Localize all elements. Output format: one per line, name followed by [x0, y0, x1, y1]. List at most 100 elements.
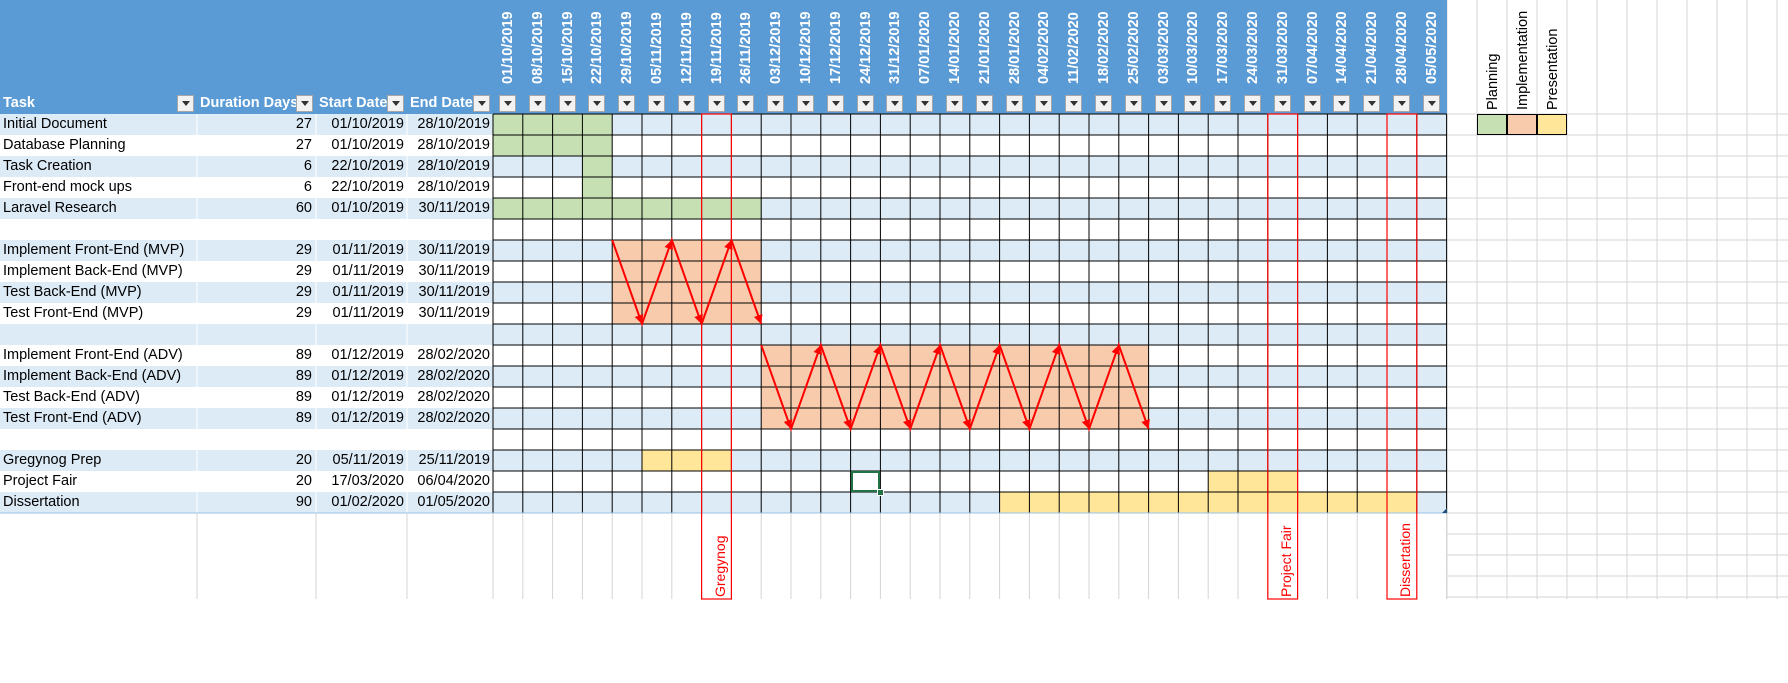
- gantt-bar-cell[interactable]: [910, 345, 940, 366]
- week-filter-button[interactable]: [856, 95, 874, 112]
- table-resize-handle[interactable]: [1441, 508, 1447, 513]
- start-date-cell[interactable]: 22/10/2019: [331, 179, 404, 195]
- gantt-bar-cell[interactable]: [612, 303, 642, 324]
- duration-days-cell[interactable]: 29: [295, 263, 312, 279]
- gantt-bar-cell[interactable]: [999, 345, 1030, 366]
- week-filter-button[interactable]: [1273, 95, 1291, 112]
- duration-days-cell[interactable]: 89: [295, 410, 312, 426]
- end-date-cell[interactable]: 30/11/2019: [418, 263, 491, 279]
- gantt-bar-cell[interactable]: [880, 408, 911, 429]
- duration-days-cell[interactable]: 20: [295, 452, 312, 468]
- gantt-bar-cell[interactable]: [820, 408, 851, 429]
- gantt-bar-cell[interactable]: [1059, 387, 1089, 408]
- gantt-bar-cell[interactable]: [791, 366, 821, 387]
- task-name[interactable]: Laravel Research: [3, 200, 117, 216]
- gantt-bar-cell[interactable]: [940, 366, 970, 387]
- gantt-bar-cell[interactable]: [1059, 345, 1089, 366]
- task-name[interactable]: Database Planning: [3, 137, 126, 153]
- gantt-bar-cell[interactable]: [1029, 408, 1060, 429]
- gantt-bar-cell[interactable]: [761, 387, 791, 408]
- start-date-cell[interactable]: 01/11/2019: [332, 263, 405, 279]
- gantt-bar-cell[interactable]: [1059, 492, 1089, 513]
- gantt-bar-cell[interactable]: [850, 345, 881, 366]
- duration-days-cell[interactable]: 6: [303, 158, 312, 174]
- gantt-bar-cell[interactable]: [671, 261, 702, 282]
- end-date-cell[interactable]: 28/02/2020: [417, 389, 490, 405]
- gantt-bar-cell[interactable]: [1118, 366, 1149, 387]
- gantt-bar-cell[interactable]: [1118, 387, 1149, 408]
- gantt-bar-cell[interactable]: [701, 450, 732, 471]
- task-name[interactable]: Test Back-End (ADV): [3, 389, 140, 405]
- task-name[interactable]: Dissertation: [3, 494, 80, 510]
- duration-days-cell[interactable]: 27: [295, 137, 312, 153]
- gantt-bar-cell[interactable]: [552, 114, 583, 135]
- gantt-bar-cell[interactable]: [612, 282, 642, 303]
- week-filter-button[interactable]: [1154, 95, 1172, 112]
- gantt-bar-cell[interactable]: [1089, 345, 1119, 366]
- start-date-cell[interactable]: 01/12/2019: [331, 410, 404, 426]
- gantt-bar-cell[interactable]: [1059, 408, 1089, 429]
- gantt-bar-cell[interactable]: [761, 345, 791, 366]
- duration-days-cell[interactable]: 27: [295, 116, 312, 132]
- gantt-bar-cell[interactable]: [880, 345, 911, 366]
- end-date-cell[interactable]: 28/10/2019: [417, 137, 490, 153]
- duration-days-cell[interactable]: 29: [295, 305, 312, 321]
- gantt-bar-cell[interactable]: [910, 366, 940, 387]
- week-filter-button[interactable]: [1184, 95, 1202, 112]
- gantt-bar-cell[interactable]: [612, 240, 642, 261]
- week-filter-button[interactable]: [1005, 95, 1023, 112]
- start-date-cell[interactable]: 01/10/2019: [331, 116, 404, 132]
- gantt-bar-cell[interactable]: [701, 303, 732, 324]
- gantt-bar-cell[interactable]: [642, 303, 672, 324]
- gantt-bar-cell[interactable]: [969, 387, 1000, 408]
- start-date-cell[interactable]: 05/11/2019: [332, 452, 405, 468]
- gantt-bar-cell[interactable]: [642, 240, 672, 261]
- task-name[interactable]: Project Fair: [3, 473, 78, 489]
- duration-days-cell[interactable]: 60: [295, 200, 312, 216]
- gantt-bar-cell[interactable]: [522, 135, 553, 156]
- gantt-bar-cell[interactable]: [582, 177, 613, 198]
- gantt-bar-cell[interactable]: [761, 408, 791, 429]
- end-date-cell[interactable]: 28/10/2019: [417, 158, 490, 174]
- week-filter-button[interactable]: [916, 95, 934, 112]
- gantt-bar-cell[interactable]: [1089, 492, 1119, 513]
- week-filter-button[interactable]: [975, 95, 993, 112]
- week-filter-button[interactable]: [528, 95, 546, 112]
- gantt-bar-cell[interactable]: [850, 387, 881, 408]
- gantt-bar-cell[interactable]: [1118, 492, 1149, 513]
- gantt-bar-cell[interactable]: [1118, 345, 1149, 366]
- start-date-cell[interactable]: 01/12/2019: [331, 368, 404, 384]
- task-name[interactable]: Task Creation: [3, 158, 92, 174]
- gantt-bar-cell[interactable]: [731, 261, 762, 282]
- gantt-bar-cell[interactable]: [671, 198, 702, 219]
- gantt-bar-cell[interactable]: [999, 408, 1030, 429]
- gantt-bar-cell[interactable]: [582, 114, 613, 135]
- gantt-bar-cell[interactable]: [1118, 408, 1149, 429]
- gantt-bar-cell[interactable]: [1297, 492, 1328, 513]
- end-date-cell[interactable]: 30/11/2019: [418, 200, 491, 216]
- header-duration-days-filter-button[interactable]: [296, 95, 313, 112]
- gantt-bar-cell[interactable]: [522, 114, 553, 135]
- start-date-cell[interactable]: 17/03/2020: [331, 473, 404, 489]
- gantt-bar-cell[interactable]: [701, 240, 732, 261]
- start-date-cell[interactable]: 01/12/2019: [331, 347, 404, 363]
- week-filter-button[interactable]: [1035, 95, 1053, 112]
- gantt-bar-cell[interactable]: [940, 408, 970, 429]
- week-filter-button[interactable]: [1333, 95, 1351, 112]
- gantt-bar-cell[interactable]: [820, 345, 851, 366]
- gantt-bar-cell[interactable]: [612, 198, 642, 219]
- gantt-bar-cell[interactable]: [1029, 387, 1060, 408]
- gantt-bar-cell[interactable]: [969, 408, 1000, 429]
- week-filter-button[interactable]: [677, 95, 695, 112]
- start-date-cell[interactable]: 01/02/2020: [331, 494, 404, 510]
- end-date-cell[interactable]: 01/05/2020: [417, 494, 490, 510]
- start-date-cell[interactable]: 22/10/2019: [331, 158, 404, 174]
- week-filter-button[interactable]: [588, 95, 606, 112]
- gantt-bar-cell[interactable]: [582, 156, 613, 177]
- gantt-bar-cell[interactable]: [1357, 492, 1387, 513]
- gantt-bar-cell[interactable]: [1029, 366, 1060, 387]
- gantt-bar-cell[interactable]: [1089, 408, 1119, 429]
- gantt-bar-cell[interactable]: [642, 261, 672, 282]
- gantt-bar-cell[interactable]: [999, 492, 1030, 513]
